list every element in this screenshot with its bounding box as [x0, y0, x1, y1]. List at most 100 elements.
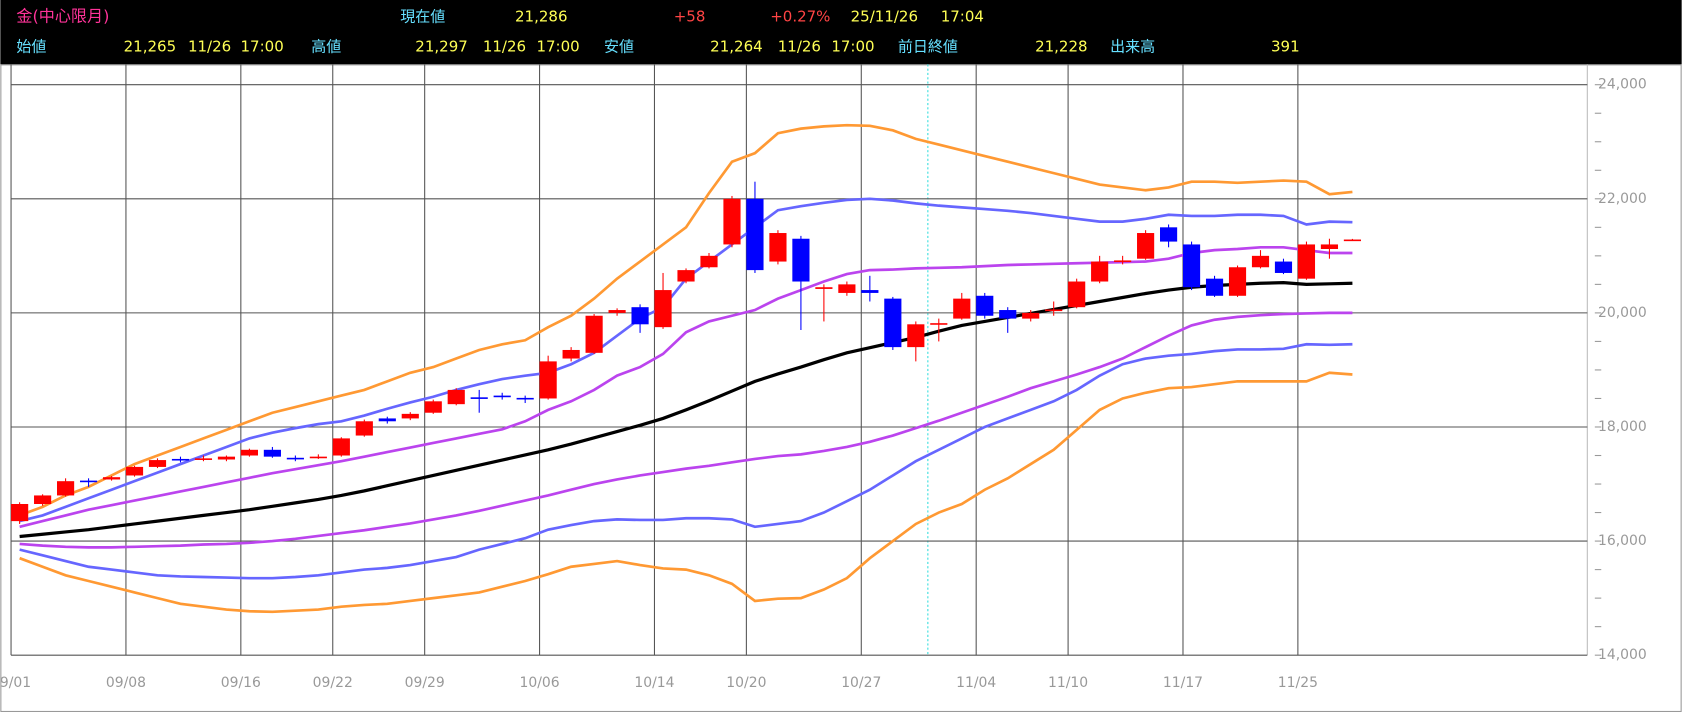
candle-body — [1091, 261, 1109, 282]
candle-body — [562, 349, 580, 359]
candle-body — [723, 198, 741, 245]
candle-body — [769, 233, 787, 262]
x-tick-label: 11/10 — [1048, 675, 1088, 691]
band-line — [19, 342, 1353, 580]
current-value: 21,286 — [515, 8, 568, 26]
x-tick-label: 10/14 — [634, 675, 674, 691]
candle-body — [700, 255, 718, 268]
high-date: 11/26 — [483, 38, 526, 56]
y-tick-label: 24,000 — [1598, 77, 1647, 93]
x-tick-label: 10/27 — [841, 675, 881, 691]
candle-body — [1045, 309, 1063, 312]
x-tick-label: 09/01 — [0, 675, 31, 691]
candle-body — [447, 389, 465, 405]
candle-body — [493, 395, 511, 398]
low-time: 17:00 — [831, 38, 874, 56]
candle-body — [608, 310, 626, 313]
open-value: 21,265 — [124, 38, 177, 56]
candle-body — [1022, 312, 1040, 319]
candle-body — [1228, 267, 1247, 296]
candle-body — [332, 438, 350, 456]
x-tick-label: 11/17 — [1163, 675, 1203, 691]
y-tick-label: 14,000 — [1598, 647, 1647, 663]
candle-body — [539, 361, 557, 399]
candle-body — [838, 284, 856, 293]
candle-body — [309, 456, 327, 459]
candle-body — [11, 503, 29, 522]
candle-body — [1160, 227, 1178, 242]
x-tick-label: 09/16 — [221, 675, 261, 691]
volume-value: 391 — [1271, 38, 1300, 56]
current-change: +58 — [674, 8, 706, 26]
candle-body — [102, 477, 121, 480]
x-tick-label: 11/25 — [1278, 675, 1318, 691]
prev-close-label: 前日終値 — [898, 38, 958, 56]
candle-body — [976, 295, 994, 316]
candle-body — [1274, 261, 1293, 273]
open-date: 11/26 — [188, 38, 231, 56]
candle-body — [677, 270, 695, 282]
band-line — [19, 123, 1353, 517]
low-date: 11/26 — [778, 38, 821, 56]
high-label: 高値 — [311, 38, 341, 56]
candle-body — [1297, 244, 1316, 279]
prev-close-value: 21,228 — [1035, 38, 1088, 56]
x-tick-label: 10/20 — [726, 675, 766, 691]
candle-body — [746, 198, 764, 271]
band-line — [19, 311, 1353, 549]
candle-body — [148, 460, 167, 467]
candle-body — [79, 480, 98, 483]
candle-body — [930, 323, 948, 325]
candle-body — [240, 449, 258, 456]
candle-body — [378, 418, 396, 422]
candle-body — [194, 458, 213, 460]
x-tick-label: 09/29 — [405, 675, 445, 691]
candle-body — [217, 456, 236, 460]
y-tick-label: 18,000 — [1598, 419, 1647, 435]
candle-body — [1068, 281, 1086, 308]
candle-body — [1320, 244, 1339, 250]
candle-body — [263, 449, 281, 457]
candle-body — [907, 324, 925, 348]
band-line — [19, 281, 1353, 539]
x-tick-label: 09/22 — [313, 675, 353, 691]
candle-body — [1182, 244, 1201, 288]
high-time: 17:00 — [536, 38, 579, 56]
volume-label: 出来高 — [1110, 38, 1155, 56]
candle-body — [1343, 239, 1361, 242]
y-tick-label: 20,000 — [1598, 305, 1647, 321]
candle-body — [286, 457, 304, 460]
x-tick-label: 11/04 — [956, 675, 996, 691]
candle-body — [470, 397, 488, 399]
candle-body — [999, 310, 1017, 319]
low-label: 安値 — [604, 38, 634, 56]
candle-body — [516, 397, 534, 400]
candle-body — [125, 466, 144, 476]
candle-body — [953, 298, 971, 319]
y-tick-label: 22,000 — [1598, 191, 1647, 207]
low-value: 21,264 — [710, 38, 763, 56]
candle-body — [792, 238, 810, 282]
high-value: 21,297 — [415, 38, 467, 56]
open-label: 始値 — [16, 38, 46, 56]
current-change-pct: +0.27% — [770, 8, 830, 26]
candle-body — [1114, 260, 1132, 263]
candle-body — [171, 458, 190, 461]
x-tick-label: 09/08 — [106, 675, 146, 691]
candle-body — [861, 290, 879, 293]
open-time: 17:00 — [241, 38, 284, 56]
candle-body — [585, 315, 603, 353]
candle-body — [355, 421, 373, 436]
current-time: 17:04 — [941, 8, 984, 26]
current-label: 現在値 — [400, 8, 445, 26]
candle-body — [631, 307, 649, 325]
band-line — [19, 371, 1353, 614]
candle-body — [34, 495, 52, 504]
candle-body — [815, 287, 833, 289]
current-date: 25/11/26 — [851, 8, 918, 26]
candle-body — [424, 401, 442, 413]
candle-body — [1137, 233, 1155, 259]
x-tick-label: 10/06 — [520, 675, 560, 691]
